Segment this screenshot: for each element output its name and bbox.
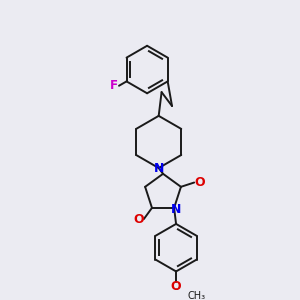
Text: F: F xyxy=(110,79,118,92)
Text: N: N xyxy=(171,202,181,215)
Text: N: N xyxy=(154,161,164,175)
Text: O: O xyxy=(133,213,144,226)
Text: O: O xyxy=(171,280,182,293)
Text: CH₃: CH₃ xyxy=(187,291,205,300)
Text: O: O xyxy=(194,176,205,189)
